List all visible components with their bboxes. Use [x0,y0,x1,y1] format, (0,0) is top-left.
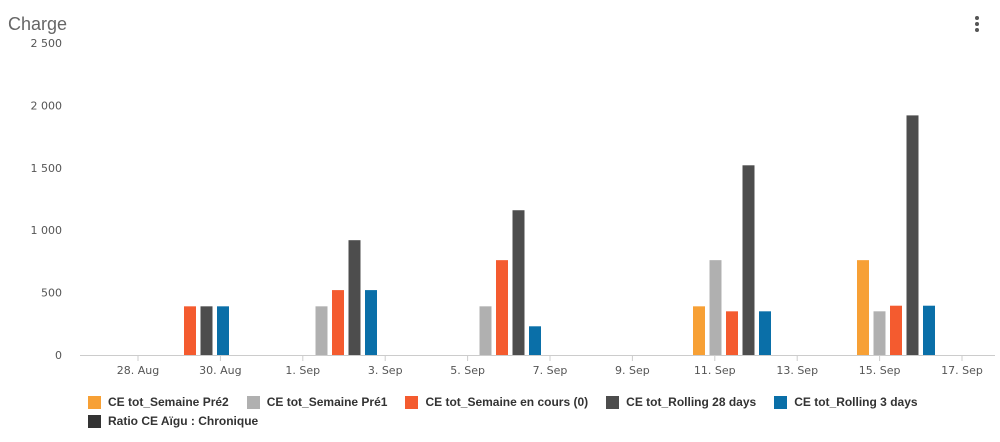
legend-label: Ratio CE Aïgu : Chronique [108,414,259,428]
chart-title: Charge [8,14,68,34]
bar [512,210,525,355]
bar [742,165,755,355]
bar [726,311,738,355]
x-tick-label: 30. Aug [199,364,241,377]
y-tick-label: 2 000 [31,99,63,112]
x-tick-label: 11. Sep [694,364,736,377]
legend-label: CE tot_Semaine en cours (0) [425,395,589,409]
bar-chart: 0 500 1 000 1 500 2 000 2 500 28. Aug 30. Aug 1.… [31,37,995,377]
y-tick-label: 0 [55,349,62,362]
bar [365,290,377,355]
bar [873,311,886,355]
legend-label: CE tot_Rolling 3 days [794,395,918,409]
bar [890,305,902,355]
x-tick-label: 15. Sep [859,364,901,377]
x-tick-label: 17. Sep [941,364,983,377]
bar [479,306,492,355]
x-tick-label: 28. Aug [117,364,159,377]
legend-item[interactable]: CE tot_Rolling 28 days [606,395,756,409]
y-tick-label: 2 500 [31,37,63,50]
legend-swatch [405,395,419,409]
bar [857,260,869,355]
vertical-ellipsis-icon[interactable] [970,14,984,34]
legend-item[interactable]: CE tot_Semaine Pré2 [88,395,229,409]
bar [693,306,705,355]
y-tick-label: 1 500 [31,162,63,175]
legend-item[interactable]: CE tot_Semaine Pré1 [246,395,388,409]
y-tick-label: 500 [41,287,62,300]
bar [332,290,344,355]
legend-item[interactable]: Ratio CE Aïgu : Chronique [88,414,258,428]
x-tick-label: 3. Sep [368,364,403,377]
x-tick-label: 13. Sep [776,364,818,377]
chart-legend: CE tot_Semaine Pré2 CE tot_Semaine Pré1 CE… [88,395,968,433]
legend-swatch [88,414,101,428]
bar [315,306,328,355]
legend-swatch [88,395,101,409]
legend-label: CE tot_Semaine Pré1 [266,395,388,409]
y-tick-label: 1 000 [31,224,63,237]
bar [923,305,935,355]
bar [184,306,196,355]
legend-item[interactable]: CE tot_Rolling 3 days [774,395,918,409]
bar [759,311,771,355]
x-tick-label: 1. Sep [285,364,320,377]
bar [200,306,213,355]
bar [348,240,361,355]
x-tick-label: 9. Sep [615,364,650,377]
legend-label: CE tot_Rolling 28 days [626,395,757,409]
bar [529,326,541,355]
bar [709,260,722,355]
legend-swatch [774,395,788,409]
bar [496,260,508,355]
legend-label: CE tot_Semaine Pré2 [108,395,229,409]
x-tick-label: 7. Sep [533,364,568,377]
bar [906,115,919,355]
x-tick-label: 5. Sep [450,364,485,377]
bar [217,306,229,355]
legend-item[interactable]: CE tot_Semaine en cours (0) [405,395,588,409]
legend-swatch [606,395,620,409]
legend-swatch [246,395,260,409]
